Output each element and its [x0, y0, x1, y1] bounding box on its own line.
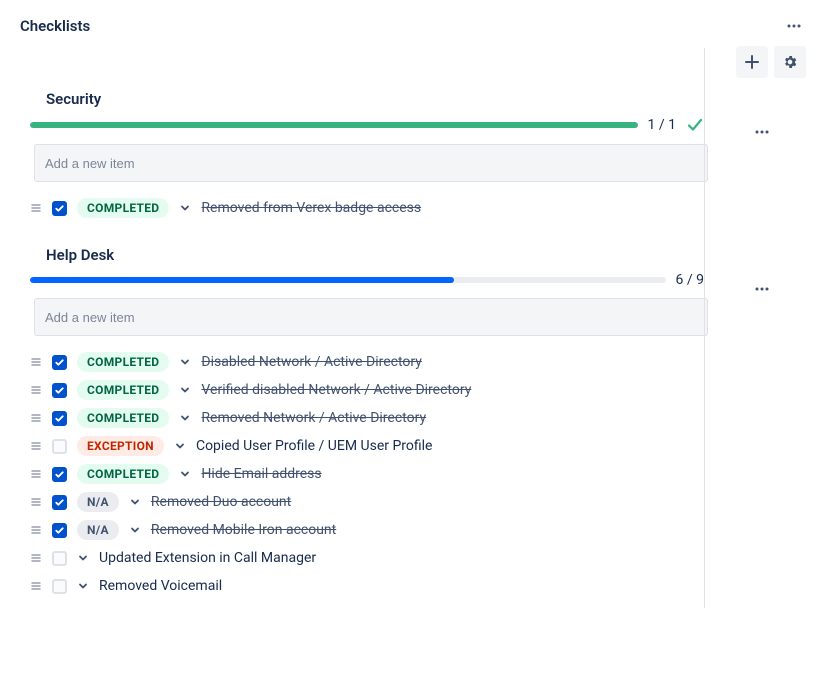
item-checkbox[interactable] [52, 467, 67, 482]
item-checkbox[interactable] [52, 383, 67, 398]
item-text: Removed from Verex badge access [201, 200, 421, 216]
checklist-menu-button[interactable] [746, 116, 778, 148]
status-badge: COMPLETED [77, 464, 169, 484]
divider [704, 48, 705, 608]
chevron-down-icon[interactable] [77, 580, 89, 592]
progress-fill [30, 122, 638, 128]
chevron-down-icon[interactable] [179, 412, 191, 424]
chevron-down-icon[interactable] [179, 356, 191, 368]
item-checkbox[interactable] [52, 355, 67, 370]
chevron-down-icon[interactable] [179, 202, 191, 214]
checklist-item: Removed Voicemail [30, 572, 704, 600]
item-checkbox[interactable] [52, 411, 67, 426]
item-text: Removed Voicemail [99, 578, 222, 594]
status-badge: N/A [77, 492, 119, 512]
panel-menu-button[interactable] [782, 14, 806, 38]
drag-handle-icon[interactable] [30, 497, 42, 507]
checklist-item: Updated Extension in Call Manager [30, 544, 704, 572]
status-badge: COMPLETED [77, 380, 169, 400]
drag-handle-icon[interactable] [30, 525, 42, 535]
toolbar [0, 38, 826, 78]
item-text: Updated Extension in Call Manager [99, 550, 316, 566]
drag-handle-icon[interactable] [30, 357, 42, 367]
gear-icon [782, 54, 798, 70]
item-text: Disabled Network / Active Directory [201, 354, 421, 370]
chevron-down-icon[interactable] [129, 496, 141, 508]
progress-complete-icon [686, 116, 704, 134]
checklist-title: Security [46, 90, 704, 108]
checklist: Help Desk 6 / 9 COMPLETED Disabled Network … [30, 246, 704, 600]
add-item-input[interactable] [34, 298, 708, 336]
drag-handle-icon[interactable] [30, 203, 42, 213]
add-checklist-button[interactable] [736, 46, 768, 78]
content: Security 1 / 1 COMPLETED Removed from Verex… [0, 78, 826, 624]
status-badge: COMPLETED [77, 408, 169, 428]
drag-handle-icon[interactable] [30, 581, 42, 591]
drag-handle-icon[interactable] [30, 413, 42, 423]
item-checkbox[interactable] [52, 579, 67, 594]
chevron-down-icon[interactable] [179, 468, 191, 480]
checklist: Security 1 / 1 COMPLETED Removed from Verex… [30, 90, 704, 222]
checklist-title: Help Desk [46, 246, 704, 264]
checklist-item: COMPLETED Hide Email address [30, 460, 704, 488]
checklist-item: COMPLETED Removed from Verex badge access [30, 194, 704, 222]
panel-header: Checklists [0, 0, 826, 38]
item-checkbox[interactable] [52, 551, 67, 566]
item-checkbox[interactable] [52, 439, 67, 454]
item-text: Copied User Profile / UEM User Profile [196, 438, 433, 454]
checklist-item: COMPLETED Removed Network / Active Direct… [30, 404, 704, 432]
drag-handle-icon[interactable] [30, 469, 42, 479]
progress-row: 1 / 1 [30, 116, 704, 134]
progress-label: 6 / 9 [676, 272, 704, 288]
checklist-item: N/A Removed Duo account [30, 488, 704, 516]
panel-title: Checklists [20, 17, 90, 35]
checklist-item: N/A Removed Mobile Iron account [30, 516, 704, 544]
drag-handle-icon[interactable] [30, 553, 42, 563]
chevron-down-icon[interactable] [179, 384, 191, 396]
drag-handle-icon[interactable] [30, 441, 42, 451]
kebab-icon [786, 18, 802, 34]
item-checkbox[interactable] [52, 201, 67, 216]
chevron-down-icon[interactable] [77, 552, 89, 564]
item-checkbox[interactable] [52, 523, 67, 538]
progress-fill [30, 277, 454, 283]
plus-icon [745, 55, 759, 69]
status-badge: COMPLETED [77, 352, 169, 372]
checklist-item: COMPLETED Disabled Network / Active Direc… [30, 348, 704, 376]
progress-row: 6 / 9 [30, 272, 704, 288]
item-text: Removed Duo account [151, 494, 291, 510]
settings-button[interactable] [774, 46, 806, 78]
progress-track [30, 122, 638, 128]
item-text: Removed Mobile Iron account [151, 522, 336, 538]
progress-label: 1 / 1 [648, 117, 676, 133]
main-column: Security 1 / 1 COMPLETED Removed from Verex… [20, 78, 730, 624]
checklist-item: EXCEPTION Copied User Profile / UEM User … [30, 432, 704, 460]
checklist-menu-button[interactable] [746, 273, 778, 305]
status-badge: EXCEPTION [77, 436, 164, 456]
add-item-input[interactable] [34, 144, 708, 182]
item-text: Removed Network / Active Directory [201, 410, 426, 426]
item-text: Verified disabled Network / Active Direc… [201, 382, 471, 398]
checklist-item: COMPLETED Verified disabled Network / Act… [30, 376, 704, 404]
chevron-down-icon[interactable] [174, 440, 186, 452]
status-badge: COMPLETED [77, 198, 169, 218]
side-column [730, 78, 806, 624]
item-checkbox[interactable] [52, 495, 67, 510]
item-text: Hide Email address [201, 466, 321, 482]
status-badge: N/A [77, 520, 119, 540]
drag-handle-icon[interactable] [30, 385, 42, 395]
progress-track [30, 277, 666, 283]
chevron-down-icon[interactable] [129, 524, 141, 536]
